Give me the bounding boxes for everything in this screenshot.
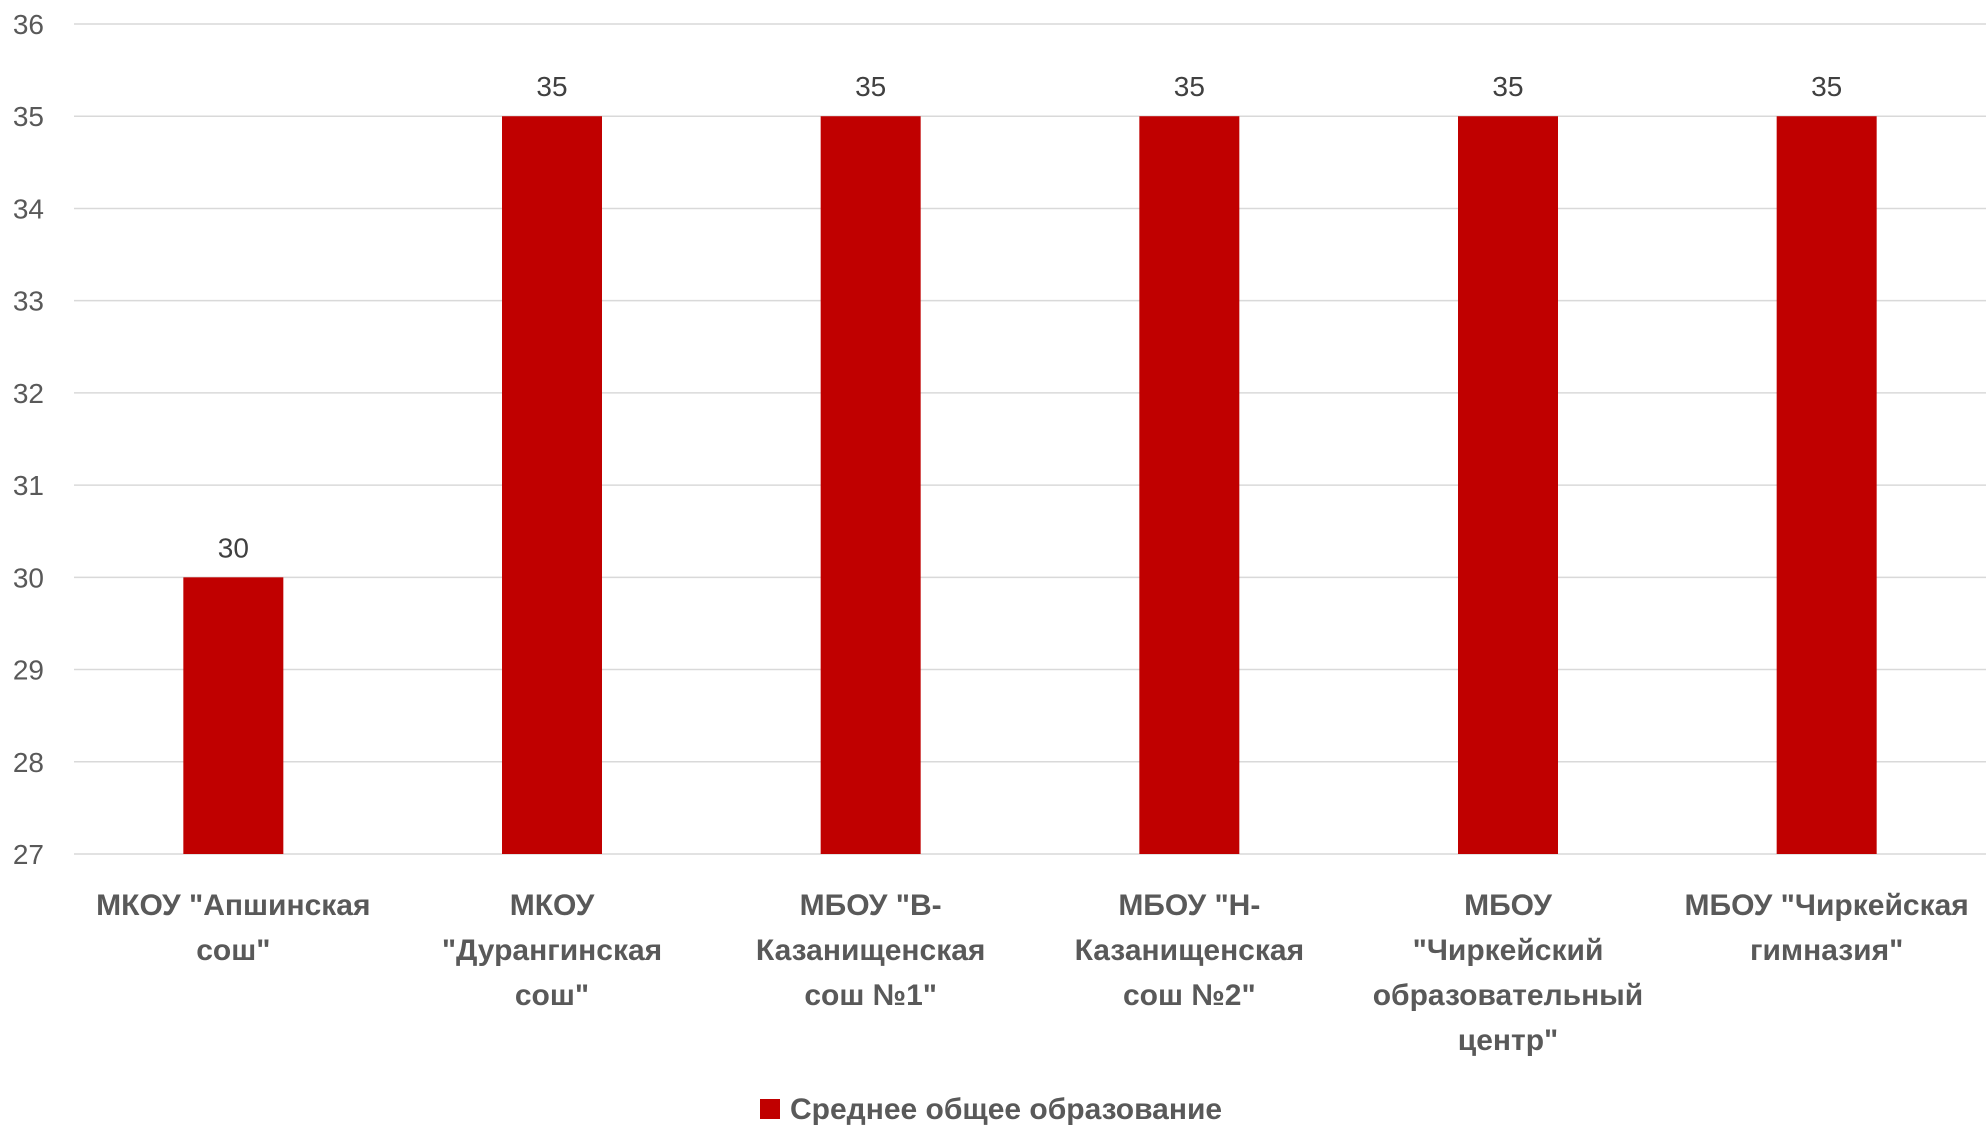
x-category-label-line: "Чиркейский (1413, 934, 1604, 967)
x-category-label-line: МБОУ "В- (800, 889, 942, 922)
x-category-label-line: Казанищенская (756, 934, 986, 967)
bar (502, 116, 602, 854)
x-category-label-line: центр" (1458, 1024, 1559, 1057)
data-label: 35 (1811, 71, 1842, 102)
y-tick-label: 27 (13, 839, 44, 870)
legend-swatch (760, 1099, 780, 1119)
bar (1458, 116, 1558, 854)
x-category-label-line: МБОУ "Чиркейская (1685, 889, 1969, 922)
x-category-label-line: МБОУ (1464, 889, 1552, 922)
gridlines (74, 23, 1986, 855)
y-tick-label: 32 (13, 378, 44, 409)
x-category-label: МКОУ "Дурангинская сош" (442, 889, 662, 1012)
x-category-label: МБОУ "Чиркейская гимназия" (1685, 889, 1969, 967)
y-tick-label: 33 (13, 286, 44, 317)
legend-label: Среднее общее образование (790, 1093, 1222, 1126)
x-category-label: МБОУ "Н- Казанищенская сош №2" (1075, 889, 1305, 1012)
x-axis-categories: МКОУ "Апшинская сош" МКОУ "Дурангинская сош"… (96, 889, 1969, 1057)
data-label: 35 (1492, 71, 1523, 102)
y-tick-label: 35 (13, 101, 44, 132)
x-category-label-line: сош №2" (1123, 979, 1256, 1012)
x-category-label-line: Казанищенская (1075, 934, 1305, 967)
x-category-label: МБОУ "В- Казанищенская сош №1" (756, 889, 986, 1012)
y-tick-label: 30 (13, 562, 44, 593)
data-label: 35 (855, 71, 886, 102)
x-category-label-line: МБОУ "Н- (1118, 889, 1260, 922)
bar (1776, 116, 1877, 854)
x-category-label-line: МКОУ (510, 889, 595, 922)
x-category-label-line: гимназия" (1750, 934, 1903, 967)
y-tick-label: 29 (13, 655, 44, 686)
x-category-label-line: МКОУ "Апшинская (96, 889, 370, 922)
x-category-label: МКОУ "Апшинская сош" (96, 889, 370, 967)
legend: Среднее общее образование (760, 1093, 1222, 1126)
y-tick-label: 36 (13, 9, 44, 40)
bars (183, 116, 1877, 854)
x-category-label-line: сош" (515, 979, 589, 1012)
data-label: 30 (218, 532, 249, 563)
y-axis-ticks: 27 28 29 30 31 32 33 34 35 36 (13, 9, 44, 870)
bar (1139, 116, 1240, 854)
data-label: 35 (1174, 71, 1205, 102)
y-tick-label: 28 (13, 747, 44, 778)
x-category-label-line: "Дурангинская (442, 934, 662, 967)
x-category-label-line: образовательный (1373, 979, 1644, 1012)
bar (820, 116, 921, 854)
data-labels: 30 35 35 35 35 35 (218, 71, 1842, 563)
x-category-label: МБОУ "Чиркейский образовательный центр" (1373, 889, 1644, 1057)
y-tick-label: 31 (13, 470, 44, 501)
bar (183, 577, 284, 854)
x-category-label-line: сош" (196, 934, 270, 967)
x-category-label-line: сош №1" (804, 979, 937, 1012)
y-tick-label: 34 (13, 193, 44, 224)
data-label: 35 (536, 71, 567, 102)
